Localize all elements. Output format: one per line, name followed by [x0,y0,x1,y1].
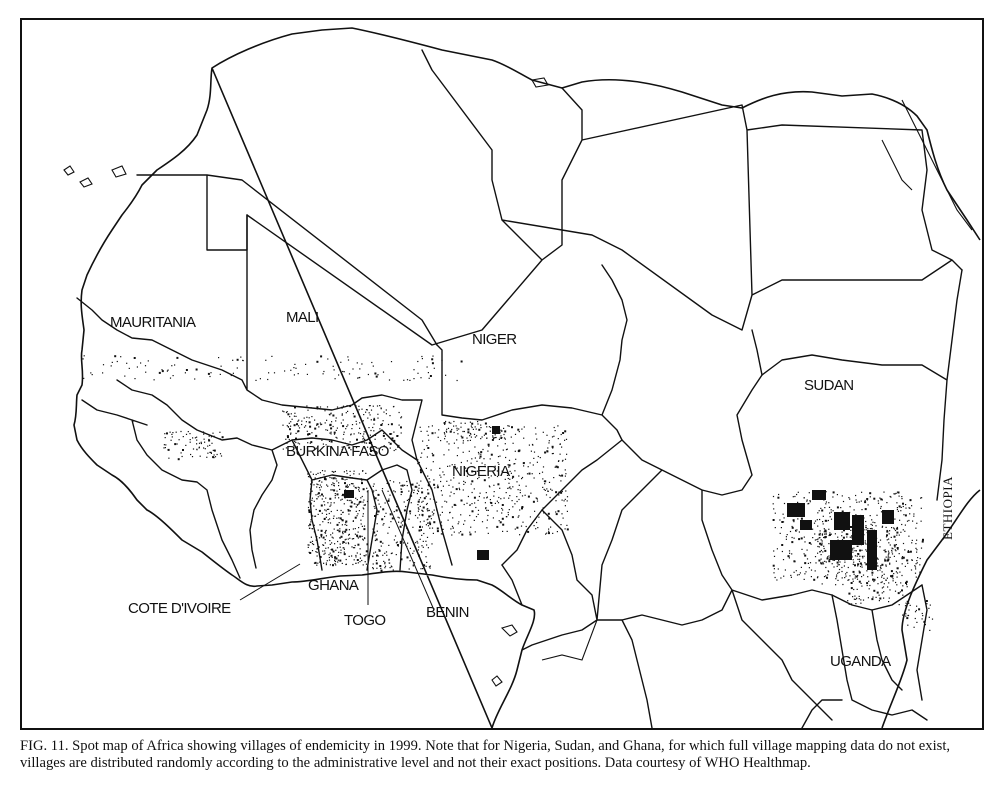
label-ethiopia: ETHIOPIA [940,476,955,540]
label-uganda: UGANDA [830,653,891,670]
label-sudan: SUDAN [804,377,854,394]
label-togo: TOGO [344,612,386,629]
border-central-africa [501,329,923,728]
label-mauritania: MAURITANIA [110,314,196,331]
africa-spot-map: MAURITANIA MALI NIGER SUDAN BURKINA FASO… [63,27,981,728]
label-mali: MALI [286,309,319,326]
border-east-africa [761,269,963,728]
label-ghana: GHANA [308,577,359,594]
leader-cote-divoire [239,563,301,601]
label-cote-divoire: COTE D'IVOIRE [128,600,231,617]
label-benin: BENIN [426,604,469,621]
red-sea-outline [881,99,973,231]
leader-benin [381,489,435,611]
border-west-africa [76,214,628,579]
label-nigeria: NIGERIA [452,463,510,480]
endemic-village-dots [82,355,934,631]
coastline [73,27,981,728]
label-niger: NIGER [472,331,517,348]
map-frame: MAURITANIA MALI NIGER SUDAN BURKINA FASO… [20,18,984,730]
coastal-islands [63,77,598,687]
label-burkina-faso: BURKINA FASO [286,443,389,460]
figure-caption: FIG. 11. Spot map of Africa showing vill… [20,738,951,771]
border-north-africa [136,49,963,346]
